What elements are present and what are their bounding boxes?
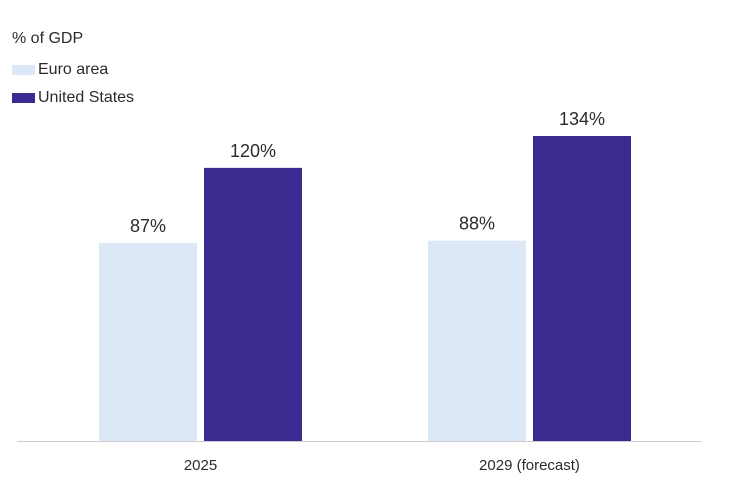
legend-label-euro-area: Euro area xyxy=(38,61,109,78)
unit-label: % of GDP xyxy=(12,30,84,47)
x-tick-label-0: 2025 xyxy=(184,457,217,474)
legend-item-euro-area: Euro area xyxy=(12,56,134,84)
legend-swatch-united-states xyxy=(12,93,35,103)
bar-united-states-0 xyxy=(204,167,302,442)
legend: Euro area United States xyxy=(12,56,134,112)
data-label-euro-area-1: 88% xyxy=(459,214,495,234)
legend-item-united-states: United States xyxy=(12,84,134,112)
x-tick-label-1: 2029 (forecast) xyxy=(479,457,580,474)
data-label-united-states-1: 134% xyxy=(559,109,605,129)
legend-label-united-states: United States xyxy=(38,89,135,106)
data-label-euro-area-0: 87% xyxy=(130,216,166,236)
bar-euro-area-0 xyxy=(99,242,197,441)
data-label-united-states-0: 120% xyxy=(230,141,276,161)
bar-united-states-1 xyxy=(533,136,631,441)
bar-euro-area-1 xyxy=(428,240,526,441)
legend-swatch-euro-area xyxy=(12,65,35,75)
